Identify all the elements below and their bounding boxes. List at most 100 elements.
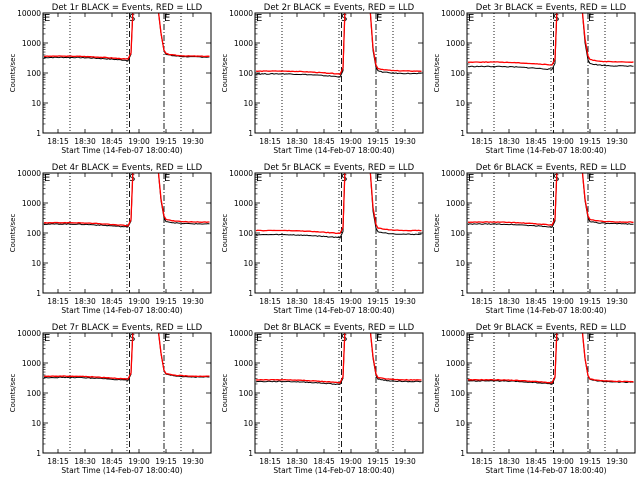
x-tick-label: 18:45 bbox=[101, 297, 123, 306]
x-tick-label: 18:15 bbox=[47, 297, 69, 306]
y-tick-label: 10000 bbox=[229, 9, 253, 18]
x-tick-label: 18:30 bbox=[74, 457, 96, 466]
x-axis-label: Start Time (14-Feb-07 18:00:40) bbox=[273, 466, 394, 475]
y-tick-label: 10 bbox=[31, 259, 41, 268]
y-axis-label: Counts/sec bbox=[221, 54, 229, 93]
x-tick-label: 19:00 bbox=[128, 137, 150, 146]
x-tick-label: 18:15 bbox=[259, 457, 281, 466]
x-axis-label: Start Time (14-Feb-07 18:00:40) bbox=[485, 306, 606, 315]
y-tick-label: 10000 bbox=[441, 329, 465, 338]
lld-series-line bbox=[43, 173, 210, 227]
x-tick-label: 19:15 bbox=[579, 297, 601, 306]
y-tick-label: 1000 bbox=[446, 199, 465, 208]
interval-marker-label: E bbox=[468, 173, 474, 184]
events-series-line bbox=[467, 13, 634, 71]
x-tick-label: 18:15 bbox=[471, 457, 493, 466]
x-tick-label: 18:15 bbox=[471, 137, 493, 146]
plot-frame bbox=[254, 172, 424, 294]
panel-title: Det 5r BLACK = Events, RED = LLD bbox=[264, 163, 415, 173]
x-tick-label: 18:30 bbox=[74, 137, 96, 146]
y-tick-label: 100 bbox=[27, 389, 42, 398]
x-axis-label: Start Time (14-Feb-07 18:00:40) bbox=[485, 146, 606, 155]
x-tick-label: 19:15 bbox=[579, 137, 601, 146]
y-tick-label: 1000 bbox=[446, 359, 465, 368]
x-tick-label: 18:45 bbox=[313, 457, 335, 466]
x-axis-label: Start Time (14-Feb-07 18:00:40) bbox=[273, 306, 394, 315]
plot-frame bbox=[42, 12, 212, 134]
x-tick-label: 18:15 bbox=[471, 297, 493, 306]
x-tick-label: 18:30 bbox=[498, 297, 520, 306]
x-tick-label: 18:30 bbox=[74, 297, 96, 306]
panel-det-5: Det 5r BLACK = Events, RED = LLD 1 10 100 10… bbox=[221, 163, 424, 315]
interval-marker-label: E bbox=[588, 13, 594, 24]
y-tick-label: 10 bbox=[243, 99, 253, 108]
interval-marker-label: E bbox=[256, 13, 262, 24]
x-tick-label: 19:00 bbox=[128, 297, 150, 306]
x-tick-label: 18:15 bbox=[259, 137, 281, 146]
x-tick-label: 19:00 bbox=[340, 297, 362, 306]
panel-det-9: Det 9r BLACK = Events, RED = LLD 1 10 100 10… bbox=[433, 323, 636, 475]
plot-frame bbox=[466, 332, 636, 454]
x-tick-label: 19:30 bbox=[182, 297, 204, 306]
interval-marker-label: E bbox=[164, 13, 170, 24]
x-tick-label: 19:00 bbox=[552, 137, 574, 146]
y-tick-label: 100 bbox=[451, 69, 466, 78]
x-tick-label: 19:15 bbox=[155, 297, 177, 306]
y-tick-label: 100 bbox=[27, 229, 42, 238]
plot-frame bbox=[254, 12, 424, 134]
y-tick-label: 10 bbox=[455, 259, 465, 268]
interval-marker-label: E bbox=[256, 173, 262, 184]
y-axis-label: Counts/sec bbox=[221, 374, 229, 413]
panel-title: Det 4r BLACK = Events, RED = LLD bbox=[52, 163, 203, 173]
x-tick-label: 19:00 bbox=[340, 137, 362, 146]
y-tick-label: 10000 bbox=[229, 329, 253, 338]
x-tick-label: 19:15 bbox=[155, 457, 177, 466]
y-tick-label: 100 bbox=[239, 229, 254, 238]
y-tick-label: 1000 bbox=[22, 199, 41, 208]
x-tick-label: 19:00 bbox=[128, 457, 150, 466]
panel-title: Det 1r BLACK = Events, RED = LLD bbox=[52, 3, 203, 13]
y-tick-label: 10 bbox=[455, 99, 465, 108]
interval-marker-label: E bbox=[376, 333, 382, 344]
plot-frame bbox=[42, 172, 212, 294]
y-tick-label: 10000 bbox=[17, 329, 41, 338]
plot-frame bbox=[254, 332, 424, 454]
interval-marker-label: E bbox=[376, 173, 382, 184]
plot-frame bbox=[42, 332, 212, 454]
lld-series-line bbox=[255, 13, 422, 76]
x-tick-label: 19:00 bbox=[340, 457, 362, 466]
lld-series-line bbox=[44, 13, 210, 60]
x-tick-label: 18:45 bbox=[313, 297, 335, 306]
panel-title: Det 3r BLACK = Events, RED = LLD bbox=[476, 3, 627, 13]
x-tick-label: 18:15 bbox=[47, 137, 69, 146]
x-tick-label: 18:45 bbox=[525, 137, 547, 146]
x-tick-label: 19:00 bbox=[552, 297, 574, 306]
plot-frame bbox=[466, 12, 636, 134]
interval-marker-label: E bbox=[164, 173, 170, 184]
y-tick-label: 1000 bbox=[234, 359, 253, 368]
events-series-line bbox=[255, 333, 422, 386]
lld-series-line bbox=[467, 333, 634, 384]
x-tick-label: 19:30 bbox=[182, 457, 204, 466]
x-axis-label: Start Time (14-Feb-07 18:00:40) bbox=[61, 146, 182, 155]
lld-series-line bbox=[255, 173, 422, 235]
y-tick-label: 100 bbox=[239, 389, 254, 398]
x-axis-label: Start Time (14-Feb-07 18:00:40) bbox=[61, 306, 182, 315]
x-tick-label: 19:15 bbox=[155, 137, 177, 146]
x-tick-label: 19:15 bbox=[367, 137, 389, 146]
x-tick-label: 19:30 bbox=[606, 297, 628, 306]
panel-title: Det 8r BLACK = Events, RED = LLD bbox=[264, 323, 415, 333]
x-tick-label: 18:30 bbox=[286, 457, 308, 466]
events-series-line bbox=[255, 13, 422, 78]
interval-marker-label: E bbox=[44, 173, 50, 184]
interval-marker-label: E bbox=[468, 13, 474, 24]
y-tick-label: 1 bbox=[36, 129, 41, 138]
x-tick-label: 18:45 bbox=[101, 457, 123, 466]
x-tick-label: 18:45 bbox=[525, 457, 547, 466]
y-tick-label: 10 bbox=[31, 419, 41, 428]
panel-det-7: Det 7r BLACK = Events, RED = LLD 1 10 100 10… bbox=[9, 323, 212, 475]
y-tick-label: 10 bbox=[243, 419, 253, 428]
y-tick-label: 1000 bbox=[446, 39, 465, 48]
y-axis-label: Counts/sec bbox=[433, 374, 441, 413]
